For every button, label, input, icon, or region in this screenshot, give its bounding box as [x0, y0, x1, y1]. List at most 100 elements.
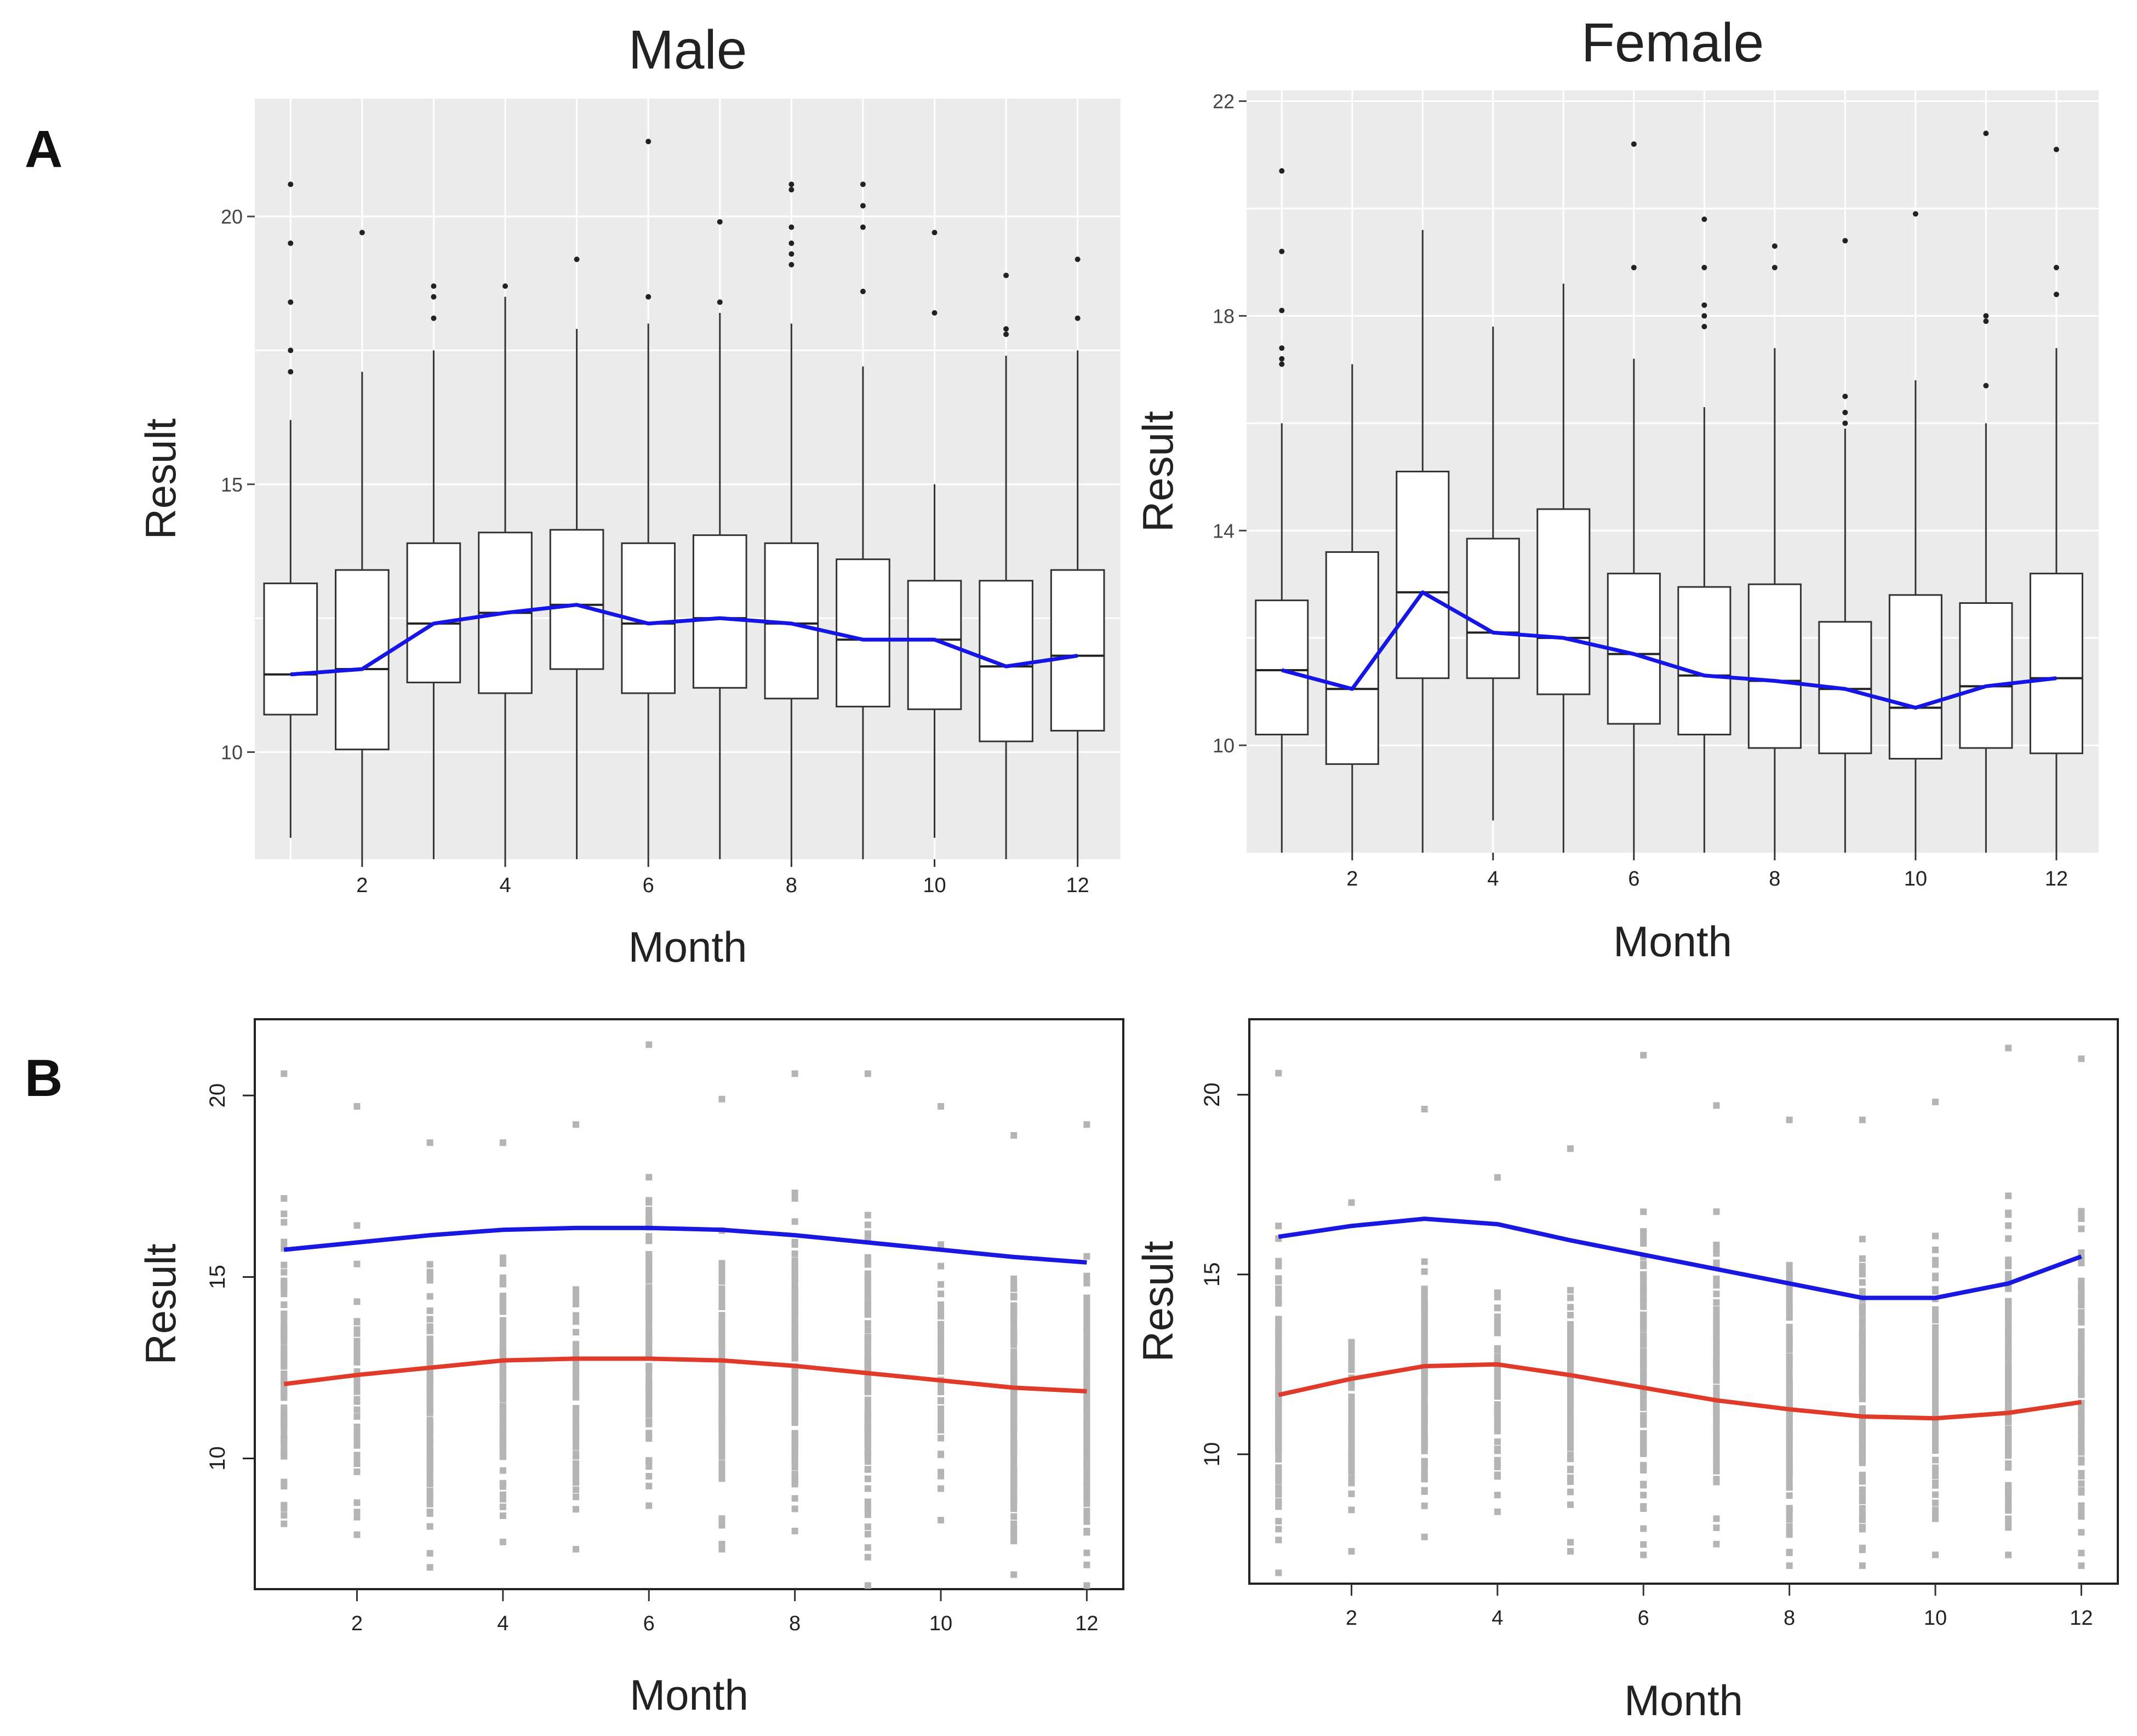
scatter-point	[2005, 1434, 2012, 1441]
scatter-point	[1010, 1527, 1018, 1534]
scatter-point	[1640, 1392, 1647, 1400]
scatter-point	[645, 1482, 653, 1489]
y-tick-label: 18	[1213, 305, 1235, 327]
scatter-point	[1640, 1370, 1647, 1377]
scatter-point	[1713, 1375, 1720, 1383]
scatter-point	[864, 1327, 871, 1334]
box-outlier	[2053, 292, 2059, 298]
scatter-point	[426, 1495, 433, 1502]
scatter-point	[499, 1366, 506, 1373]
box-outlier	[788, 181, 795, 187]
scatter-point	[281, 1361, 288, 1368]
scatter-point	[864, 1582, 871, 1589]
scatter-point	[1786, 1374, 1793, 1381]
scatter-point	[1640, 1481, 1647, 1488]
scatter-point	[1713, 1440, 1720, 1447]
x-tick-label: 4	[1492, 1607, 1503, 1630]
scatter-point	[1348, 1342, 1355, 1349]
scatter-point	[1083, 1341, 1090, 1349]
scatter-point	[1275, 1477, 1282, 1484]
plot-frame	[254, 1018, 1124, 1590]
scatter-point	[1494, 1424, 1501, 1431]
scatter-point	[1494, 1447, 1501, 1454]
scatter-point	[1421, 1322, 1428, 1329]
scatter-point	[718, 1423, 725, 1430]
scatter-point	[1786, 1492, 1793, 1499]
scatter-point	[1932, 1441, 1939, 1448]
scatter-point	[499, 1139, 506, 1146]
scatter-point	[1275, 1289, 1282, 1297]
scatter-point	[1713, 1299, 1720, 1306]
scatter-point	[426, 1386, 433, 1393]
scatter-point	[2005, 1440, 2012, 1447]
scatter-point	[2078, 1367, 2085, 1374]
chart-title: Female	[1581, 12, 1764, 73]
scatter-point	[1713, 1524, 1720, 1532]
scatter-point	[353, 1452, 361, 1459]
scatter-point	[573, 1297, 580, 1304]
scatter-point	[938, 1341, 945, 1348]
scatter-point	[281, 1210, 288, 1218]
scatter-point	[864, 1523, 871, 1531]
scatter-point	[1932, 1326, 1939, 1333]
scatter-point	[1083, 1507, 1090, 1515]
scatter-point	[2005, 1285, 2012, 1292]
scatter-point	[1348, 1409, 1355, 1417]
scatter-point	[1421, 1289, 1428, 1296]
scatter-point	[1348, 1363, 1355, 1370]
scatter-point	[2005, 1209, 2012, 1217]
scatter-point	[864, 1375, 871, 1382]
scatter-point	[1713, 1311, 1720, 1318]
scatter-point	[1713, 1259, 1720, 1266]
scatter-point	[499, 1274, 506, 1281]
scatter-point	[1275, 1440, 1282, 1447]
scatter-point	[1713, 1332, 1720, 1339]
scatter-point	[791, 1495, 798, 1502]
scatter-point	[426, 1523, 433, 1530]
box-iqr	[1325, 551, 1379, 765]
scatter-point	[1567, 1444, 1574, 1451]
scatter-point	[499, 1440, 506, 1447]
scatter-point	[2005, 1551, 2012, 1558]
scatter-point	[1713, 1247, 1720, 1254]
scatter-point	[1010, 1398, 1018, 1406]
scatter-point	[1932, 1309, 1939, 1316]
x-axis-label: Month	[1613, 917, 1732, 966]
scatter-point	[1786, 1267, 1793, 1275]
scatter-point	[2078, 1055, 2085, 1063]
scatter-point	[864, 1398, 871, 1405]
scatter-point	[1713, 1338, 1720, 1345]
scatter-point	[573, 1418, 580, 1425]
scatter-point	[1640, 1229, 1647, 1236]
scatter-point	[1010, 1320, 1018, 1327]
scatter-point	[1348, 1461, 1355, 1468]
y-tick-label: 10	[221, 741, 243, 764]
scatter-point	[1786, 1356, 1793, 1363]
scatter-point	[1010, 1313, 1018, 1320]
scatter-point	[426, 1440, 433, 1447]
scatter-point	[281, 1512, 288, 1519]
scatter-point	[1275, 1223, 1282, 1230]
scatter-point	[645, 1364, 653, 1372]
scatter-point	[1348, 1354, 1355, 1361]
scatter-point	[1640, 1417, 1647, 1424]
scatter-point	[1859, 1304, 1866, 1311]
scatter-point	[1567, 1379, 1574, 1386]
scatter-point	[645, 1284, 653, 1291]
scatter-point	[2005, 1385, 2012, 1392]
scatter-point	[1083, 1253, 1090, 1260]
box-outlier	[1983, 318, 1989, 324]
scatter-point	[353, 1468, 361, 1475]
series-line-upper	[1278, 1217, 2082, 1300]
scatter-point	[1859, 1418, 1866, 1425]
scatter-point	[1083, 1324, 1090, 1332]
scatter-point	[1010, 1353, 1018, 1360]
scatter-point	[1348, 1403, 1355, 1410]
scatter-point	[1786, 1507, 1793, 1515]
scatter-point	[2078, 1379, 2085, 1386]
scatter-point	[1859, 1562, 1866, 1569]
scatter-point	[1275, 1317, 1282, 1324]
scatter-point	[1713, 1362, 1720, 1369]
scatter-point	[1567, 1539, 1574, 1546]
